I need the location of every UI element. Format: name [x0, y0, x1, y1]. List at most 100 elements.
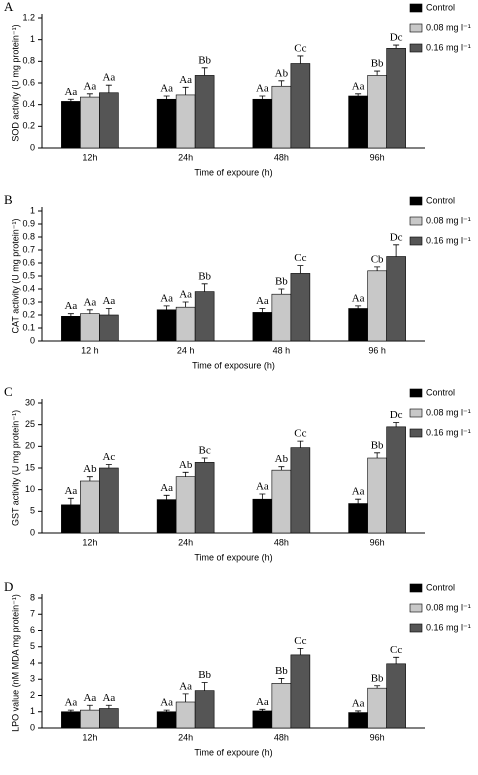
significance-letter: Aa	[160, 482, 173, 494]
y-tick-label: 5	[30, 506, 35, 516]
y-tick-label: 0	[30, 335, 35, 345]
legend-swatch	[409, 43, 423, 53]
error-bar	[355, 498, 362, 504]
significance-letter: Ab	[275, 453, 289, 465]
bar	[367, 457, 387, 534]
x-axis-label: Time of expoure (h)	[194, 552, 272, 562]
significance-letter: Aa	[64, 300, 77, 312]
error-bar	[297, 440, 304, 448]
error-bar	[297, 647, 304, 655]
legend-swatch	[409, 196, 423, 206]
significance-letter: Ac	[102, 451, 115, 463]
significance-letter: Aa	[64, 485, 77, 497]
bar	[61, 315, 81, 342]
significance-letter: Ab	[179, 459, 193, 471]
significance-letter: Aa	[352, 292, 365, 304]
x-tick-label: 12h	[82, 732, 97, 742]
error-bar	[67, 709, 74, 712]
legend-swatch	[409, 236, 423, 246]
y-tick-label: 0.7	[22, 244, 35, 254]
y-tick-label: 0	[30, 527, 35, 537]
y-tick-label: 0	[30, 142, 35, 152]
legend-label: Control	[426, 2, 455, 12]
error-bar	[259, 95, 266, 100]
x-tick-label: 12h	[82, 537, 97, 547]
error-bar	[259, 308, 266, 313]
bar	[386, 256, 406, 342]
y-tick-label: 0.2	[22, 309, 35, 319]
significance-letter: Aa	[256, 696, 269, 708]
error-bar	[163, 305, 170, 310]
significance-letter: Aa	[256, 83, 269, 95]
y-tick-label: 0.8	[22, 56, 35, 66]
error-bar	[182, 693, 189, 702]
legend-swatch	[409, 216, 423, 226]
error-bar	[105, 704, 112, 709]
x-tick-label: 24h	[178, 732, 193, 742]
x-tick-label: 96h	[370, 152, 385, 162]
y-tick-label: 0.4	[22, 283, 35, 293]
significance-letter: Aa	[83, 296, 96, 308]
bar	[194, 690, 215, 729]
error-bar	[182, 86, 189, 95]
x-tick-label: 48h	[274, 152, 289, 162]
error-bar	[182, 471, 189, 477]
x-tick-label: 24h	[178, 537, 193, 547]
error-bar	[259, 493, 266, 500]
bar	[80, 313, 100, 342]
error-bar	[393, 244, 400, 257]
significance-letter: Aa	[256, 481, 269, 493]
error-bar	[259, 708, 266, 711]
significance-letter: Bb	[275, 276, 288, 288]
x-tick-label: 48 h	[273, 345, 291, 355]
significance-letter: Bb	[371, 672, 384, 684]
error-bar	[86, 704, 93, 711]
legend-label: 0.16 mg l⁻¹	[426, 42, 471, 52]
bar	[61, 504, 81, 534]
significance-letter: Cc	[294, 428, 306, 440]
significance-letter: Bb	[198, 270, 211, 282]
bar	[175, 701, 196, 729]
error-bar	[355, 93, 362, 96]
bar	[271, 683, 292, 729]
error-bar	[163, 494, 170, 500]
error-bar	[297, 265, 304, 274]
bar	[271, 469, 292, 534]
bar	[99, 467, 119, 534]
bar	[194, 291, 215, 342]
bar	[271, 293, 292, 342]
y-tick-label: 2	[30, 690, 35, 700]
legend-swatch	[409, 3, 423, 13]
error-bar	[278, 466, 285, 471]
bar	[290, 273, 311, 342]
error-bar	[67, 497, 74, 505]
y-tick-label: 0.1	[22, 322, 35, 332]
error-bar	[374, 452, 381, 459]
bar	[61, 101, 81, 149]
error-bar	[278, 80, 285, 87]
legend-label: 0.16 mg l⁻¹	[426, 235, 471, 245]
significance-letter: Aa	[160, 292, 173, 304]
y-tick-label: 10	[25, 484, 35, 494]
error-bar	[355, 710, 362, 713]
error-bar	[374, 70, 381, 76]
bar	[252, 312, 273, 342]
x-tick-label: 12h	[82, 152, 97, 162]
bar	[348, 95, 368, 149]
legend-label: 0.08 mg l⁻¹	[426, 602, 471, 612]
legend-label: 0.16 mg l⁻¹	[426, 622, 471, 632]
significance-letter: Aa	[83, 80, 96, 92]
significance-letter: Aa	[256, 295, 269, 307]
y-tick-label: 1	[30, 34, 35, 44]
error-bar	[105, 84, 112, 93]
x-tick-label: 24 h	[177, 345, 195, 355]
error-bar	[67, 98, 74, 102]
panel-label: B	[4, 192, 13, 207]
error-bar	[278, 288, 285, 295]
error-bar	[86, 93, 93, 98]
panel-label: D	[4, 579, 13, 594]
error-bar	[393, 656, 400, 664]
significance-letter: Aa	[352, 697, 365, 709]
significance-letter: Bb	[275, 665, 288, 677]
y-tick-label: 25	[25, 419, 35, 429]
